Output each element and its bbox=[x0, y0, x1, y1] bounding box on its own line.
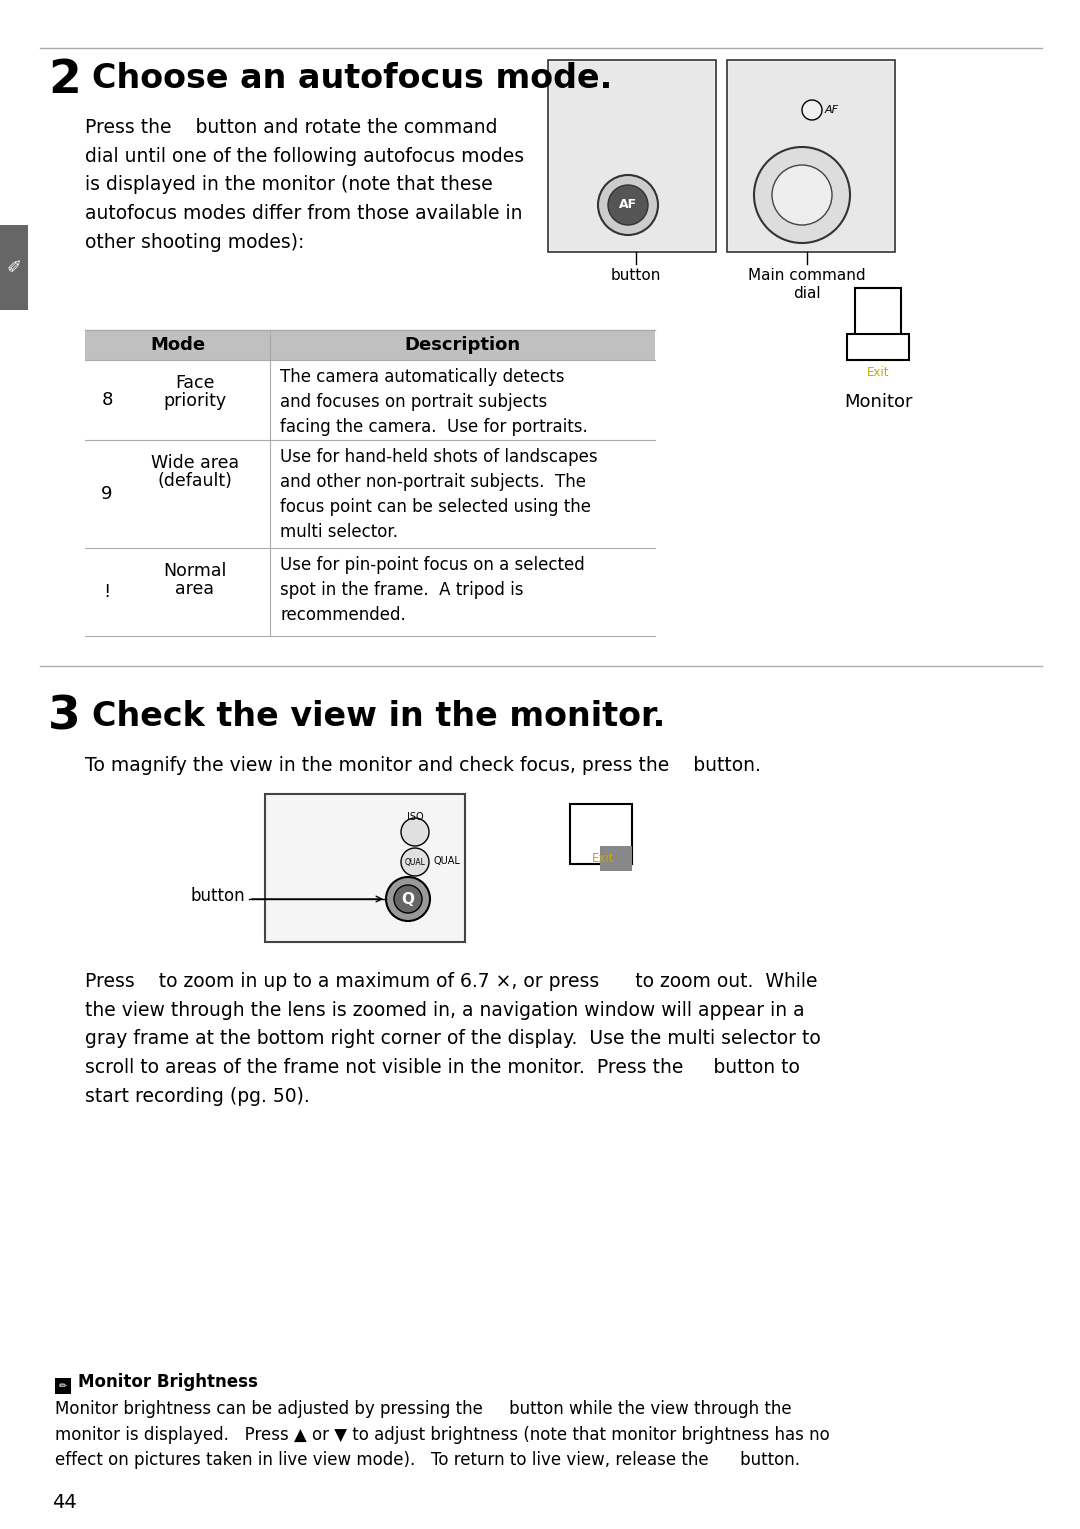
Bar bbox=[847, 333, 909, 359]
Text: Choose an autofocus mode.: Choose an autofocus mode. bbox=[92, 63, 612, 95]
Text: Monitor Brightness: Monitor Brightness bbox=[78, 1373, 258, 1391]
Circle shape bbox=[598, 174, 658, 235]
Circle shape bbox=[772, 165, 832, 225]
Text: 8: 8 bbox=[102, 391, 112, 408]
Text: Check the view in the monitor.: Check the view in the monitor. bbox=[92, 700, 665, 732]
Circle shape bbox=[401, 818, 429, 846]
Text: Wide area: Wide area bbox=[151, 454, 239, 472]
Text: The camera automatically detects
and focuses on portrait subjects
facing the cam: The camera automatically detects and foc… bbox=[280, 368, 588, 436]
Bar bbox=[570, 804, 632, 864]
Circle shape bbox=[754, 147, 850, 243]
Text: AF: AF bbox=[619, 199, 637, 211]
Text: 9: 9 bbox=[102, 485, 112, 503]
Bar bbox=[600, 846, 632, 872]
Text: 2: 2 bbox=[48, 58, 81, 102]
Bar bbox=[727, 60, 895, 252]
Text: Exit: Exit bbox=[592, 852, 615, 864]
Bar bbox=[550, 63, 714, 251]
Circle shape bbox=[802, 99, 822, 119]
Text: QUAL: QUAL bbox=[405, 858, 426, 867]
Text: Press the    button and rotate the command
dial until one of the following autof: Press the button and rotate the command … bbox=[85, 118, 524, 252]
Text: button: button bbox=[611, 268, 661, 283]
Text: ✐: ✐ bbox=[6, 258, 22, 277]
Text: Q: Q bbox=[402, 891, 415, 907]
Text: (default): (default) bbox=[158, 472, 232, 489]
Circle shape bbox=[608, 185, 648, 225]
Text: Normal: Normal bbox=[163, 563, 227, 579]
Bar bbox=[265, 794, 465, 942]
Text: Mode: Mode bbox=[150, 336, 205, 355]
Text: ✏: ✏ bbox=[59, 1381, 67, 1391]
Text: priority: priority bbox=[163, 391, 227, 410]
Text: Description: Description bbox=[404, 336, 521, 355]
Text: dial: dial bbox=[793, 286, 821, 301]
Bar bbox=[0, 225, 28, 310]
Text: !: ! bbox=[104, 583, 110, 601]
Text: To magnify the view in the monitor and check focus, press the    button.: To magnify the view in the monitor and c… bbox=[85, 755, 761, 775]
Circle shape bbox=[401, 849, 429, 876]
Text: area: area bbox=[175, 579, 215, 598]
Circle shape bbox=[386, 878, 430, 920]
Text: Press    to zoom in up to a maximum of 6.7 ×, or press      to zoom out.  While
: Press to zoom in up to a maximum of 6.7 … bbox=[85, 972, 821, 1105]
Bar bbox=[85, 330, 654, 359]
Bar bbox=[729, 63, 893, 251]
Text: AF: AF bbox=[825, 106, 839, 115]
Text: button: button bbox=[190, 887, 245, 905]
Text: Monitor brightness can be adjusted by pressing the     button while the view thr: Monitor brightness can be adjusted by pr… bbox=[55, 1401, 829, 1469]
Text: Use for hand-held shots of landscapes
and other non-portrait subjects.  The
focu: Use for hand-held shots of landscapes an… bbox=[280, 448, 597, 541]
Text: Face: Face bbox=[175, 375, 215, 391]
Text: Monitor: Monitor bbox=[843, 393, 913, 411]
Bar bbox=[55, 1378, 71, 1394]
Bar bbox=[855, 287, 901, 342]
Text: ISO: ISO bbox=[407, 812, 423, 823]
Bar bbox=[548, 60, 716, 252]
Text: Exit: Exit bbox=[867, 367, 889, 379]
Text: 44: 44 bbox=[52, 1492, 77, 1512]
Circle shape bbox=[394, 885, 422, 913]
Text: Main command: Main command bbox=[748, 268, 866, 283]
Text: QUAL: QUAL bbox=[433, 856, 460, 865]
Text: Use for pin-point focus on a selected
spot in the frame.  A tripod is
recommende: Use for pin-point focus on a selected sp… bbox=[280, 557, 584, 624]
Text: 3: 3 bbox=[48, 694, 81, 739]
